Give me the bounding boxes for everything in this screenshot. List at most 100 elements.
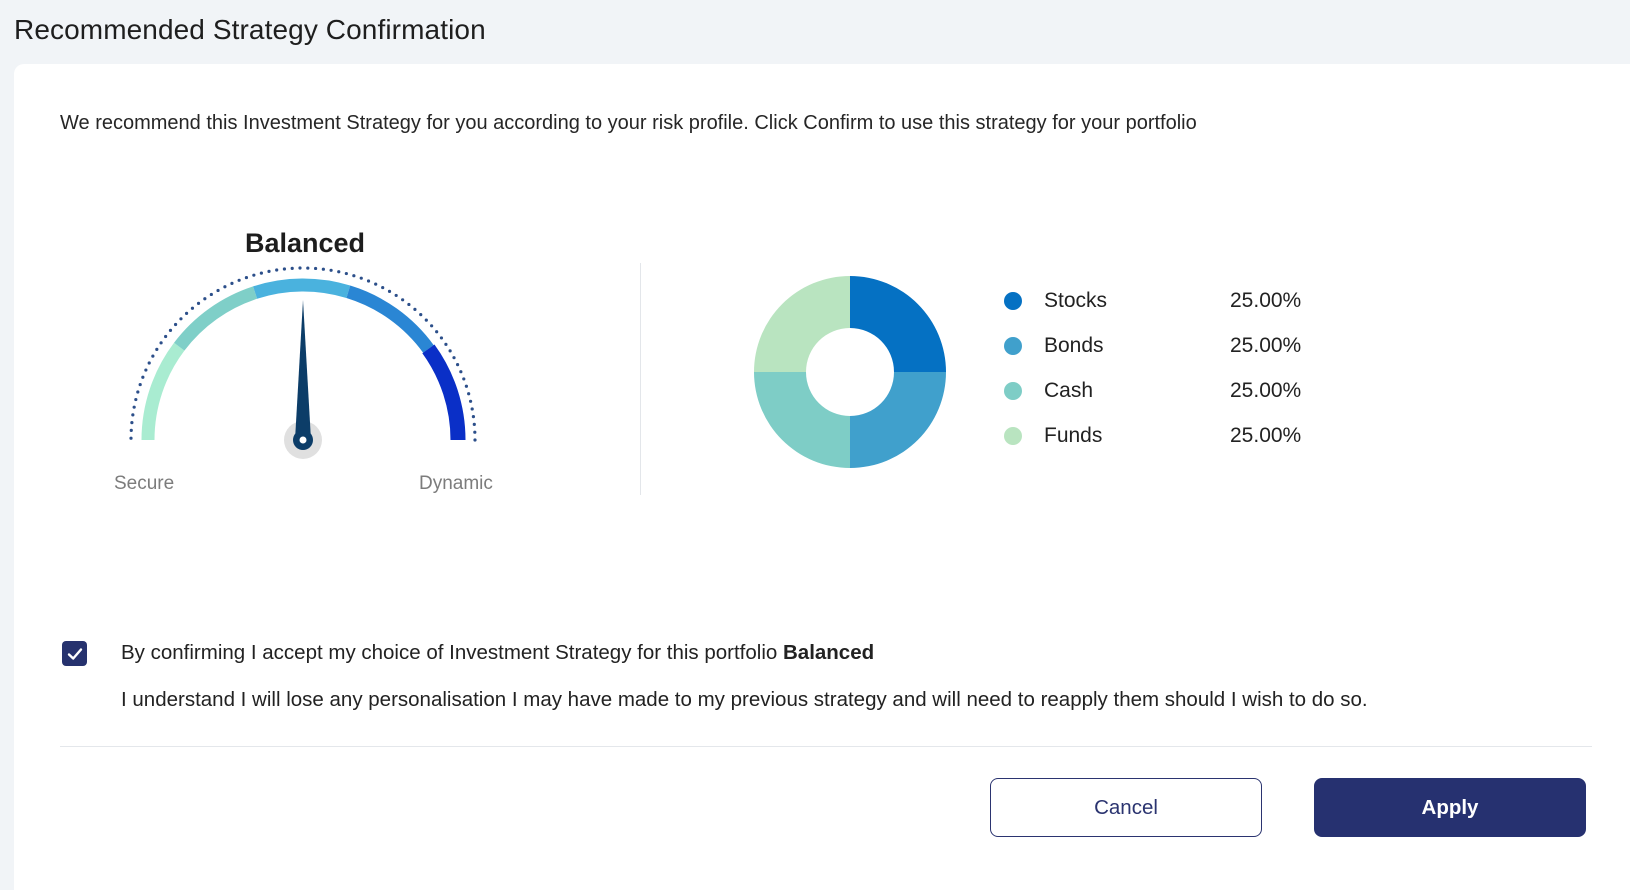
gauge-tick-dot: [448, 349, 452, 353]
gauge-tick-dot: [407, 302, 411, 307]
gauge-tick-dot: [424, 318, 428, 322]
gauge-value-label: Balanced: [244, 228, 366, 258]
gauge-tick-dot: [159, 341, 163, 345]
risk-gauge: Balanced Secure Dynamic: [100, 220, 520, 500]
gauge-dial: [129, 266, 477, 459]
gauge-tick-dot: [344, 271, 348, 276]
gauge-tick-dot: [462, 377, 466, 381]
legend-value: 25.00%: [1230, 334, 1302, 357]
confirm-strategy-name: Balanced: [782, 641, 875, 664]
gauge-tick-dot: [394, 293, 398, 298]
gauge-tick-dot: [223, 285, 227, 289]
gauge-tick-dot: [155, 347, 159, 351]
legend-value: 25.00%: [1230, 289, 1302, 312]
legend-item-bonds: Bonds 25.00%: [1004, 333, 1324, 378]
gauge-tick-dot: [252, 273, 256, 277]
confirm-statement-text: By confirming I accept my choice of Inve…: [121, 641, 778, 664]
gauge-tick-dot: [387, 289, 392, 293]
section-divider: [640, 263, 641, 495]
gauge-tick-dot: [190, 306, 195, 310]
donut-slice-stocks: [850, 276, 946, 372]
confirm-note: I understand I will lose any personalisa…: [121, 688, 1368, 711]
confirm-checkbox[interactable]: [62, 641, 87, 666]
gauge-tick-dot: [290, 266, 294, 270]
gauge-tick-dot: [452, 356, 456, 360]
gauge-tick-dot: [136, 390, 140, 394]
gauge-segment: [346, 285, 434, 353]
gauge-tick-dot: [129, 428, 133, 432]
gauge-tick-dot: [237, 278, 241, 282]
gauge-tick-dot: [473, 430, 477, 434]
legend-item-cash: Cash 25.00%: [1004, 378, 1324, 423]
gauge-tick-dot: [329, 268, 333, 272]
legend-item-stocks: Stocks 25.00%: [1004, 288, 1324, 333]
gauge-tick-dot: [337, 270, 341, 274]
gauge-tick-dot: [352, 274, 356, 278]
gauge-tick-dot: [282, 267, 287, 271]
gauge-tick-dot: [184, 311, 189, 315]
legend-name: Funds: [1044, 424, 1103, 447]
gauge-tick-dot: [267, 269, 271, 273]
gauge-tick-dot: [467, 392, 471, 396]
gauge-tick-dot: [147, 361, 151, 365]
gauge-tick-dot: [470, 407, 474, 411]
gauge-tick-dot: [401, 298, 405, 302]
gauge-tick-dot: [439, 336, 444, 340]
intro-text: We recommend this Investment Strategy fo…: [60, 112, 1197, 134]
gauge-tick-dot: [131, 413, 135, 417]
gauge-tick-dot: [313, 266, 318, 271]
gauge-tick-dot: [209, 292, 213, 297]
legend-value: 25.00%: [1230, 424, 1302, 447]
cancel-button[interactable]: Cancel: [990, 778, 1262, 837]
legend-name: Stocks: [1044, 289, 1108, 312]
apply-button[interactable]: Apply: [1314, 778, 1586, 837]
donut-slice-bonds: [850, 372, 946, 468]
gauge-tick-dot: [230, 281, 234, 285]
gauge-tick-dot: [435, 330, 439, 334]
donut-slice-cash: [754, 372, 850, 468]
gauge-tick-dot: [138, 382, 142, 387]
gauge-tick-dot: [259, 271, 263, 275]
gauge-tick-dot: [298, 266, 302, 270]
legend-name: Bonds: [1044, 334, 1104, 357]
gauge-segment: [253, 278, 351, 299]
gauge-tick-dot: [130, 421, 134, 425]
gauge-tick-dot: [471, 415, 476, 419]
gauge-tick-dot: [164, 334, 168, 339]
check-icon: [67, 647, 82, 660]
gauge-tick-dot: [430, 324, 434, 328]
gauge-tick-dot: [196, 301, 201, 305]
gauge-tick-dot: [141, 375, 145, 379]
gauge-tick-dot: [359, 276, 363, 280]
footer-divider: [60, 746, 1592, 747]
gauge-tick-dot: [129, 436, 133, 440]
gauge-tick-dot: [168, 328, 173, 332]
gauge-segment: [141, 342, 185, 441]
gauge-tick-dot: [444, 342, 448, 346]
allocation-legend: Stocks 25.00% Bonds 25.00% Cash 25.00% F…: [1004, 288, 1324, 468]
legend-name: Cash: [1044, 379, 1094, 402]
gauge-tick-dot: [455, 363, 460, 367]
gauge-segment: [174, 286, 258, 351]
gauge-tick-dot: [473, 438, 477, 442]
page-title: Recommended Strategy Confirmation: [14, 14, 486, 45]
gauge-tick-dot: [179, 317, 183, 321]
gauge-tick-dot: [216, 288, 220, 293]
gauge-segment: [422, 344, 466, 441]
gauge-tick-dot: [459, 370, 463, 374]
gauge-tick-dot: [173, 322, 178, 327]
gauge-hub-center: [299, 436, 307, 444]
gauge-tick-dot: [134, 397, 138, 402]
allocation-donut-chart: [754, 276, 946, 468]
gauge-tick-dot: [203, 297, 207, 301]
gauge-tick-dot: [144, 368, 148, 372]
gauge-tick-dot: [366, 279, 371, 283]
legend-item-funds: Funds 25.00%: [1004, 423, 1324, 468]
donut-slice-funds: [754, 276, 850, 372]
gauge-tick-dot: [419, 313, 423, 317]
gauge-tick-dot: [132, 405, 136, 409]
legend-value: 25.00%: [1230, 379, 1302, 402]
gauge-tick-dot: [321, 267, 325, 271]
gauge-needle: [295, 300, 311, 440]
legend-dot: [1004, 382, 1022, 400]
